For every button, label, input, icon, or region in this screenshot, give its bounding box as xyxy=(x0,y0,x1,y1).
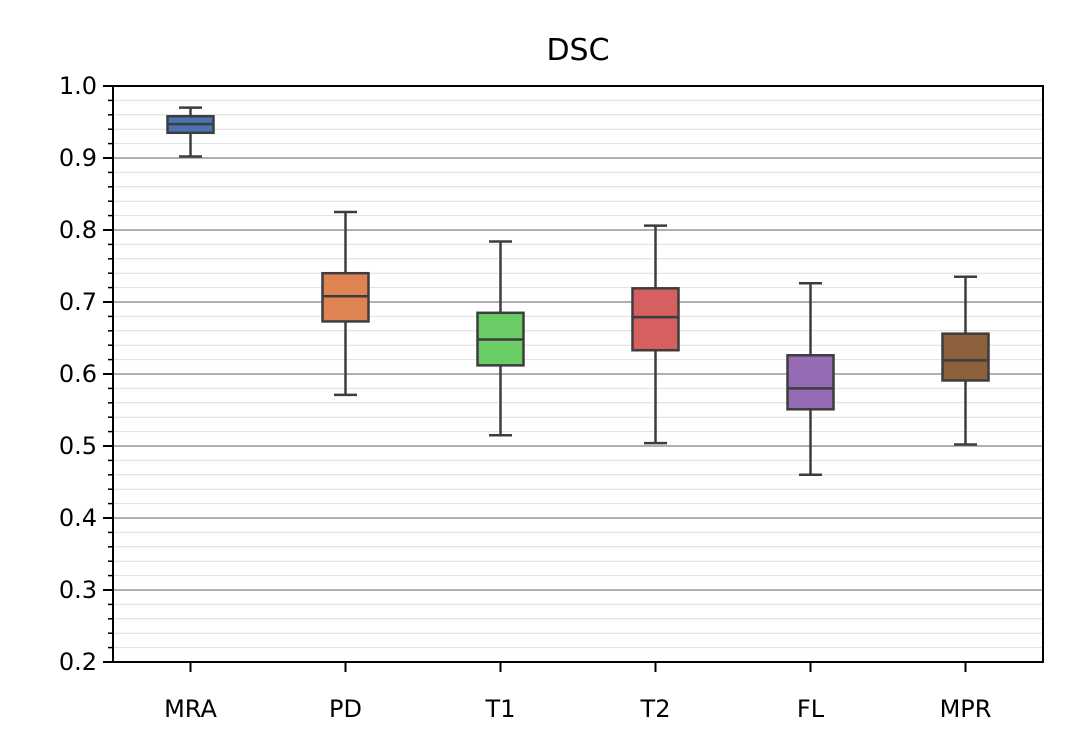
box-t1 xyxy=(476,240,525,437)
y-axis: 0.2 0.3 0.4 0.5 0.6 0.7 0.8 0.9 1.0 xyxy=(59,72,113,676)
box-mra xyxy=(166,106,215,158)
y-tick-label: 0.9 xyxy=(59,144,97,172)
iqr-box xyxy=(631,287,680,352)
x-tick-label: MRA xyxy=(164,695,217,723)
box-pd xyxy=(321,210,370,397)
y-tick-label: 0.7 xyxy=(59,288,97,316)
x-tick-label: T2 xyxy=(640,695,671,723)
box-mpr xyxy=(941,275,990,446)
x-tick-label: FL xyxy=(797,695,825,723)
iqr-box xyxy=(941,332,990,382)
y-tick-label: 0.2 xyxy=(59,648,97,676)
x-axis: MRA PD T1 T2 FL MPR xyxy=(164,662,991,723)
box-t2 xyxy=(631,224,680,445)
y-tick-label: 1.0 xyxy=(59,72,97,100)
y-tick-label: 0.6 xyxy=(59,360,97,388)
x-tick-label: MPR xyxy=(940,695,992,723)
chart-title: DSC xyxy=(546,33,609,68)
y-tick-label: 0.8 xyxy=(59,216,97,244)
box-fl xyxy=(786,282,835,477)
y-tick-label: 0.3 xyxy=(59,576,97,604)
iqr-box xyxy=(786,354,835,411)
x-tick-label: T1 xyxy=(485,695,516,723)
grid-lines xyxy=(113,85,1043,663)
y-tick-label: 0.5 xyxy=(59,432,97,460)
boxes xyxy=(166,106,990,477)
x-tick-label: PD xyxy=(329,695,362,723)
y-tick-label: 0.4 xyxy=(59,504,97,532)
